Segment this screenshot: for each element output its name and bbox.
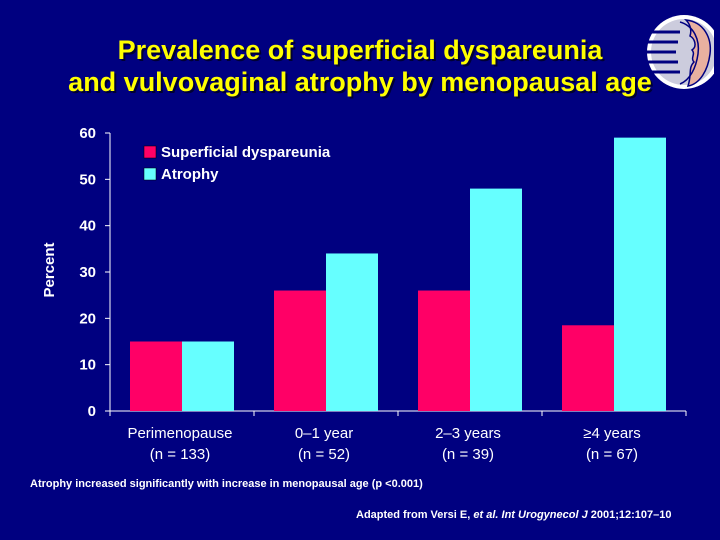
- y-tick-label: 50: [79, 171, 96, 188]
- y-tick-label: 10: [79, 357, 96, 374]
- x-category-label: Perimenopause: [127, 425, 232, 442]
- legend-swatch: [143, 145, 157, 159]
- title-line-1: Prevalence of superficial dyspareunia: [117, 35, 603, 65]
- x-category-label: ≥4 years: [583, 425, 640, 442]
- citation-suffix: 2001;12:107–10: [590, 509, 672, 521]
- title-line-2: and vulvovaginal atrophy by menopausal a…: [68, 67, 652, 97]
- x-category-n: (n = 52): [298, 446, 350, 463]
- y-tick-label: 60: [79, 125, 96, 142]
- bar-atrophy-1: [326, 253, 378, 411]
- x-category-n: (n = 39): [442, 446, 494, 463]
- legend-swatch: [143, 167, 157, 181]
- bars: [130, 137, 666, 411]
- footnote-text: Atrophy increased significantly with inc…: [30, 478, 423, 490]
- x-category-label: 0–1 year: [295, 425, 353, 442]
- legend-entry: Atrophy: [161, 166, 219, 183]
- bar-dyspareunia-0: [130, 341, 182, 411]
- legend-entry: Superficial dyspareunia: [161, 144, 331, 161]
- citation-etal: et al.: [473, 509, 499, 521]
- y-tick-label: 40: [79, 218, 96, 235]
- y-tick-label: 0: [88, 403, 96, 420]
- y-axis-label: Percent: [41, 242, 58, 297]
- x-axis: [109, 410, 687, 416]
- bar-dyspareunia-1: [274, 290, 326, 411]
- bar-dyspareunia-3: [562, 325, 614, 411]
- citation: Adapted from Versi E, et al. Int Urogyne…: [356, 509, 672, 521]
- y-tick-label: 30: [79, 264, 96, 281]
- legend: Superficial dyspareunia Atrophy: [143, 144, 331, 183]
- footnote: Atrophy increased significantly with inc…: [30, 478, 423, 490]
- bar-atrophy-3: [614, 137, 666, 411]
- x-category-label: 2–3 years: [435, 425, 501, 442]
- bar-dyspareunia-2: [418, 290, 470, 411]
- citation-prefix: Adapted from Versi E,: [356, 509, 471, 521]
- slide-title: Prevalence of superficial dyspareunia an…: [0, 34, 720, 98]
- y-tick-label: 20: [79, 310, 96, 327]
- citation-journal: Int Urogynecol J: [501, 509, 588, 521]
- profile-heads-logo-icon: [646, 15, 714, 89]
- category-labels: Perimenopause (n = 133) 0–1 year (n = 52) 2–…: [127, 425, 640, 463]
- bar-atrophy-0: [182, 341, 234, 411]
- y-axis: 0 10 20 30 40 50 60: [79, 125, 111, 420]
- bar-atrophy-2: [470, 188, 522, 411]
- x-category-n: (n = 133): [150, 446, 210, 463]
- x-category-n: (n = 67): [586, 446, 638, 463]
